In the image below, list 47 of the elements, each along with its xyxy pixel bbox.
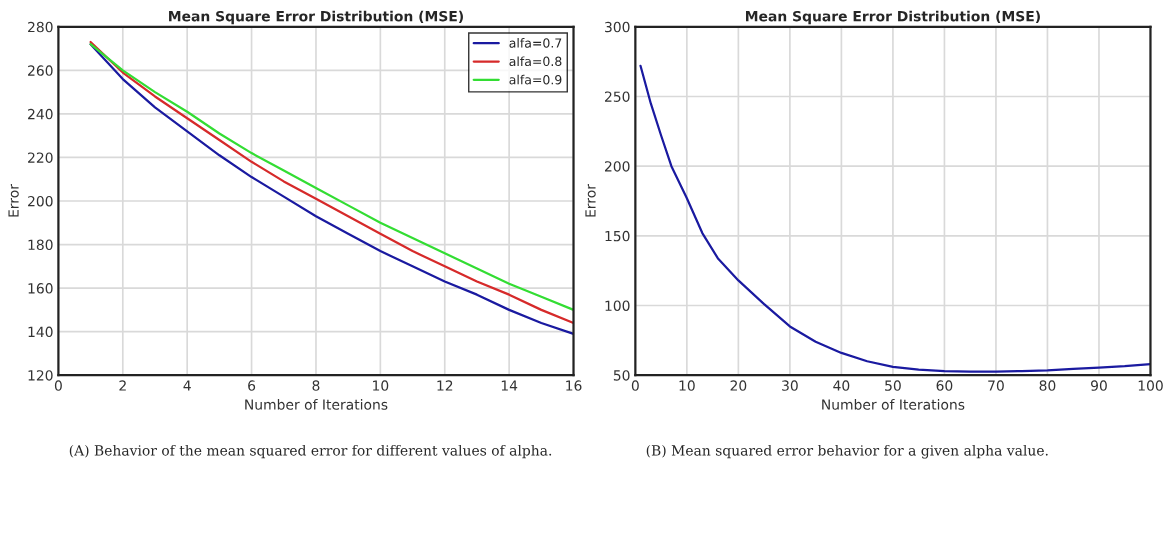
- x-tick-label: 2: [119, 380, 126, 391]
- x-tick-label: 4: [183, 380, 191, 391]
- y-tick-label: 150: [605, 230, 630, 242]
- x-tick-label: 20: [730, 380, 747, 391]
- chart-title: Mean Square Error Distribution (MSE): [746, 10, 1040, 25]
- y-tick-label: 200: [28, 195, 53, 207]
- x-tick-label: 10: [679, 380, 695, 391]
- x-tick-label: 8: [312, 380, 320, 391]
- legend-label: alfa=0.7: [509, 38, 562, 48]
- x-tick-label: 10: [373, 380, 389, 391]
- y-tick-label: 160: [28, 283, 53, 294]
- x-tick-label: 50: [885, 380, 901, 391]
- text: (B) Mean squared error behavior for a given alpha value.: [646, 444, 1048, 459]
- chart-title: Mean Square Error Distribution (MSE): [169, 10, 463, 25]
- x-tick-label: 30: [782, 380, 798, 391]
- legend-label: alfa=0.9: [509, 74, 562, 85]
- text: (A) Behavior of the mean squared error for different values of alpha.: [69, 444, 552, 459]
- y-tick-label: 180: [28, 239, 53, 251]
- y-tick-label: 280: [28, 21, 53, 33]
- x-tick-label: 12: [437, 380, 453, 391]
- line-series: [639, 64, 1151, 373]
- y-tick-label: 120: [28, 370, 53, 381]
- y-tick-label: 140: [28, 326, 53, 338]
- x-axis-title: Number of Iterations: [245, 399, 388, 410]
- x-axis-title: Number of Iterations: [822, 399, 965, 410]
- x-tick-label: 70: [988, 380, 1004, 391]
- y-tick-label: 220: [28, 152, 53, 163]
- y-tick-label: 250: [604, 91, 630, 102]
- x-tick-label: 100: [1138, 380, 1163, 391]
- x-tick-label: 80: [1039, 380, 1056, 391]
- y-tick-label: 200: [604, 161, 630, 172]
- x-tick-label: 0: [631, 380, 639, 391]
- x-tick-label: 40: [833, 380, 850, 391]
- x-tick-label: 6: [248, 380, 256, 391]
- y-tick-label: 240: [28, 108, 53, 120]
- y-axis-title: Error: [585, 184, 596, 217]
- x-tick-label: 14: [501, 380, 518, 391]
- y-tick-label: 260: [28, 65, 53, 76]
- y-tick-label: 100: [605, 300, 630, 311]
- x-tick-label: 90: [1091, 380, 1107, 391]
- x-tick-label: 16: [566, 380, 582, 391]
- legend-label: alfa=0.8: [509, 56, 562, 67]
- x-tick-label: 0: [54, 380, 62, 391]
- y-axis-title: Error: [8, 184, 19, 217]
- y-tick-label: 50: [613, 370, 630, 381]
- y-tick-label: 300: [605, 21, 630, 33]
- x-tick-label: 60: [936, 380, 953, 391]
